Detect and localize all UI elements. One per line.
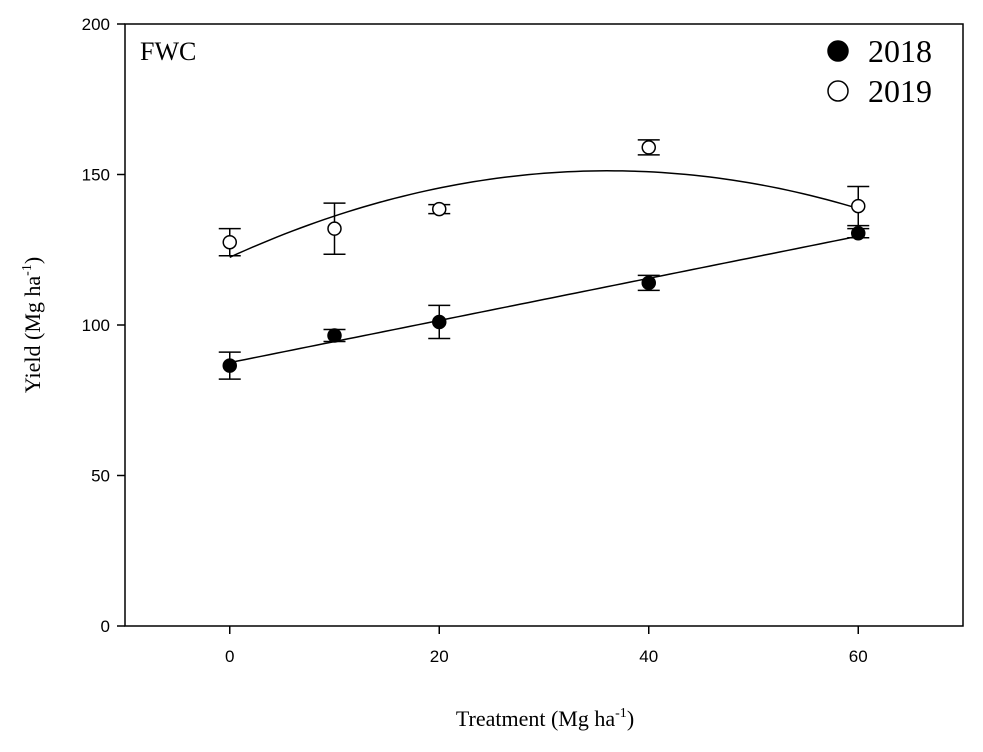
fit-line-2019 xyxy=(229,170,859,258)
x-tick-label: 60 xyxy=(849,647,868,666)
y-tick-label: 50 xyxy=(91,467,110,486)
fit-curves xyxy=(229,170,859,364)
x-axis-title-end: ) xyxy=(627,706,634,731)
data-point-2019 xyxy=(851,198,866,214)
legend: 2018 2019 xyxy=(827,33,932,109)
y-axis-title-main: Yield (Mg ha xyxy=(20,276,45,394)
y-axis-title-superscript: -1 xyxy=(20,264,35,276)
x-axis: 0 20 40 60 xyxy=(225,626,868,666)
data-point-2019 xyxy=(432,201,447,217)
x-tick-label: 40 xyxy=(639,647,658,666)
y-tick-label: 100 xyxy=(82,316,110,335)
x-tick-label: 20 xyxy=(430,647,449,666)
panel-label: FWC xyxy=(140,37,196,66)
legend-marker-2018 xyxy=(827,40,849,62)
fit-line-2018 xyxy=(229,235,859,364)
legend-marker-2019 xyxy=(827,80,849,102)
x-axis-title: Treatment (Mg ha-1) xyxy=(456,706,634,731)
x-tick-label: 0 xyxy=(225,647,234,666)
y-tick-label: 150 xyxy=(82,166,110,185)
data-point-2018 xyxy=(327,328,342,343)
data-point-2019 xyxy=(327,221,342,236)
legend-label-2018: 2018 xyxy=(868,33,932,69)
legend-label-2019: 2019 xyxy=(868,73,932,109)
x-axis-title-superscript: -1 xyxy=(615,706,627,721)
y-axis: 0 50 100 150 200 xyxy=(82,15,125,636)
plot-frame xyxy=(124,23,964,627)
data-point-2018 xyxy=(432,314,447,330)
x-axis-title-main: Treatment (Mg ha xyxy=(456,706,616,731)
data-point-2018 xyxy=(851,225,866,241)
data-point-2019 xyxy=(641,140,656,155)
y-axis-title: Yield (Mg ha-1) xyxy=(20,257,45,393)
data-point-2018 xyxy=(222,358,237,373)
y-tick-label: 0 xyxy=(101,617,110,636)
data-point-2019 xyxy=(222,234,237,250)
data-points xyxy=(218,139,870,380)
y-tick-label: 200 xyxy=(82,15,110,34)
data-point-2018 xyxy=(641,275,656,291)
y-axis-title-end: ) xyxy=(20,257,45,264)
